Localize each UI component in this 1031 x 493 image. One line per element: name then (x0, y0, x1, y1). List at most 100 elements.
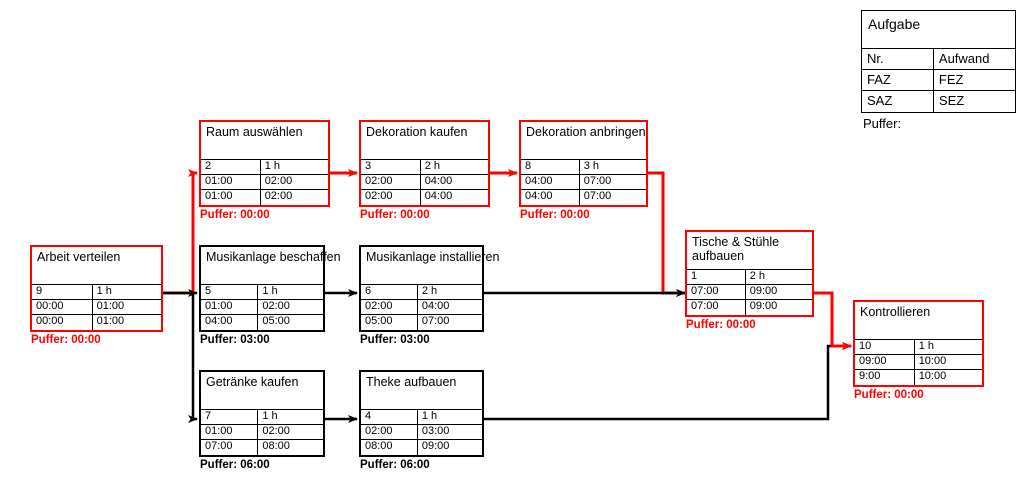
task-nr: 9 (32, 285, 93, 299)
legend-faz-label: FAZ (862, 70, 934, 90)
edge-theke-to-kontrollieren (484, 342, 852, 421)
task-row-faz-fez: 02:00 04:00 (361, 300, 482, 315)
task-aufwand: 2 h (424, 160, 440, 172)
task-row-faz-fez: 09:00 10:00 (855, 355, 982, 370)
legend-aufwand-label: Aufwand (938, 51, 990, 66)
legend-row-nr-aufwand: Nr. Aufwand (862, 49, 1015, 70)
task-saz: 01:00 (201, 190, 261, 205)
task-nr: 5 (201, 285, 259, 299)
task-aufwand: 1 h (918, 340, 934, 352)
task-title: Raum auswählen (201, 122, 328, 160)
task-puffer: Puffer: 03:00 (200, 334, 270, 346)
task-row-faz-fez: 01:00 02:00 (201, 425, 323, 440)
task-aufwand: 1 h (421, 410, 438, 422)
task-row-saz-sez: 04:00 07:00 (521, 190, 646, 205)
task-sez: 05:00 (262, 315, 290, 327)
task-row-saz-sez: 02:00 04:00 (361, 190, 488, 205)
task-saz: 02:00 (361, 190, 421, 205)
task-saz: 07:00 (687, 300, 746, 315)
task-node-kontrollieren[interactable]: Kontrollieren 10 1 h 09:00 10:00 9:00 10… (853, 300, 984, 402)
task-row-saz-sez: 00:00 01:00 (32, 315, 161, 330)
task-aufwand: 2 h (421, 285, 438, 297)
task-fez: 02:00 (262, 300, 290, 312)
task-saz: 9:00 (855, 370, 915, 385)
task-row-saz-sez: 9:00 10:00 (855, 370, 982, 385)
task-puffer: Puffer: 06:00 (360, 459, 430, 471)
task-title: Dekoration kaufen (361, 122, 488, 160)
task-fez: 04:00 (424, 175, 453, 187)
legend-box: Aufgabe Nr. Aufwand FAZ FEZ SAZ SEZ (861, 10, 1016, 113)
task-row-nr-aufwand: 6 2 h (361, 285, 482, 300)
task-faz: 07:00 (687, 285, 746, 299)
task-row-nr-aufwand: 7 1 h (201, 410, 323, 425)
task-node-dekoration-anbringen[interactable]: Dekoration anbringen 8 3 h 04:00 07:00 0… (519, 120, 648, 222)
task-nr: 8 (521, 160, 580, 174)
task-sez: 07:00 (583, 190, 612, 202)
task-faz: 00:00 (32, 300, 93, 314)
task-sez: 09:00 (749, 300, 778, 312)
task-row-nr-aufwand: 9 1 h (32, 285, 161, 300)
task-box: Theke aufbauen 4 1 h 02:00 03:00 08:00 0… (359, 370, 484, 457)
task-title: Arbeit verteilen (32, 247, 161, 285)
task-faz: 04:00 (521, 175, 580, 189)
task-faz: 02:00 (361, 425, 418, 439)
task-node-musikanlage-beschaffen[interactable]: Musikanlage beschaffen 5 1 h 01:00 02:00… (199, 245, 341, 347)
task-row-saz-sez: 05:00 07:00 (361, 315, 482, 330)
task-puffer: Puffer: 00:00 (520, 209, 590, 221)
task-row-saz-sez: 07:00 09:00 (687, 300, 812, 315)
task-puffer: Puffer: 00:00 (31, 334, 101, 346)
legend-puffer-label: Puffer: (863, 116, 902, 131)
legend: Aufgabe Nr. Aufwand FAZ FEZ SAZ SEZ Puff… (861, 10, 1016, 131)
task-row-saz-sez: 07:00 08:00 (201, 440, 323, 455)
task-sez: 10:00 (918, 370, 947, 382)
task-row-nr-aufwand: 5 1 h (201, 285, 323, 300)
task-nr: 1 (687, 270, 746, 284)
task-title: Theke aufbauen (361, 372, 482, 410)
task-faz: 01:00 (201, 175, 261, 189)
task-row-saz-sez: 01:00 02:00 (201, 190, 328, 205)
task-node-tische-stuehle-aufbauen[interactable]: Tische & Stühle aufbauen 1 2 h 07:00 09:… (685, 230, 814, 332)
edge-tische-to-kontrollieren (814, 291, 852, 350)
task-fez: 02:00 (262, 425, 290, 437)
task-aufwand: 1 h (262, 410, 278, 422)
task-row-saz-sez: 08:00 09:00 (361, 440, 482, 455)
task-box: Raum auswählen 2 1 h 01:00 02:00 01:00 0… (199, 120, 330, 207)
task-node-dekoration-kaufen[interactable]: Dekoration kaufen 3 2 h 02:00 04:00 02:0… (359, 120, 490, 222)
task-nr: 4 (361, 410, 418, 424)
task-box: Musikanlage beschaffen 5 1 h 01:00 02:00… (199, 245, 341, 332)
task-node-theke-aufbauen[interactable]: Theke aufbauen 4 1 h 02:00 03:00 08:00 0… (359, 370, 484, 472)
task-row-nr-aufwand: 10 1 h (855, 340, 982, 355)
task-box: Dekoration kaufen 3 2 h 02:00 04:00 02:0… (359, 120, 490, 207)
task-title: Musikanlage installieren (361, 247, 499, 285)
task-sez: 07:00 (421, 315, 450, 327)
task-puffer: Puffer: 00:00 (200, 209, 270, 221)
task-title: Dekoration anbringen (521, 122, 646, 160)
legend-nr-label: Nr. (862, 49, 934, 69)
task-row-nr-aufwand: 3 2 h (361, 160, 488, 175)
task-row-nr-aufwand: 1 2 h (687, 270, 812, 285)
task-row-faz-fez: 07:00 09:00 (687, 285, 812, 300)
task-box: Dekoration anbringen 8 3 h 04:00 07:00 0… (519, 120, 648, 207)
legend-saz-label: SAZ (862, 91, 934, 112)
task-fez: 02:00 (264, 175, 293, 187)
task-sez: 02:00 (264, 190, 293, 202)
task-sez: 08:00 (262, 440, 290, 452)
task-saz: 04:00 (201, 315, 259, 330)
task-saz: 08:00 (361, 440, 418, 455)
legend-row-faz-fez: FAZ FEZ (862, 70, 1015, 91)
task-row-nr-aufwand: 8 3 h (521, 160, 646, 175)
legend-fez-label: FEZ (938, 72, 964, 87)
task-puffer: Puffer: 00:00 (686, 319, 756, 331)
task-sez: 04:00 (424, 190, 453, 202)
task-node-arbeit-verteilen[interactable]: Arbeit verteilen 9 1 h 00:00 01:00 00:00… (30, 245, 163, 347)
task-node-musikanlage-installieren[interactable]: Musikanlage installieren 6 2 h 02:00 04:… (359, 245, 499, 347)
task-faz: 02:00 (361, 300, 418, 314)
task-faz: 02:00 (361, 175, 421, 189)
task-fez: 01:00 (96, 300, 125, 312)
task-node-raum-auswaehlen[interactable]: Raum auswählen 2 1 h 01:00 02:00 01:00 0… (199, 120, 330, 222)
task-row-faz-fez: 02:00 04:00 (361, 175, 488, 190)
task-title: Getränke kaufen (201, 372, 323, 410)
task-node-getraenke-kaufen[interactable]: Getränke kaufen 7 1 h 01:00 02:00 07:00 … (199, 370, 325, 472)
